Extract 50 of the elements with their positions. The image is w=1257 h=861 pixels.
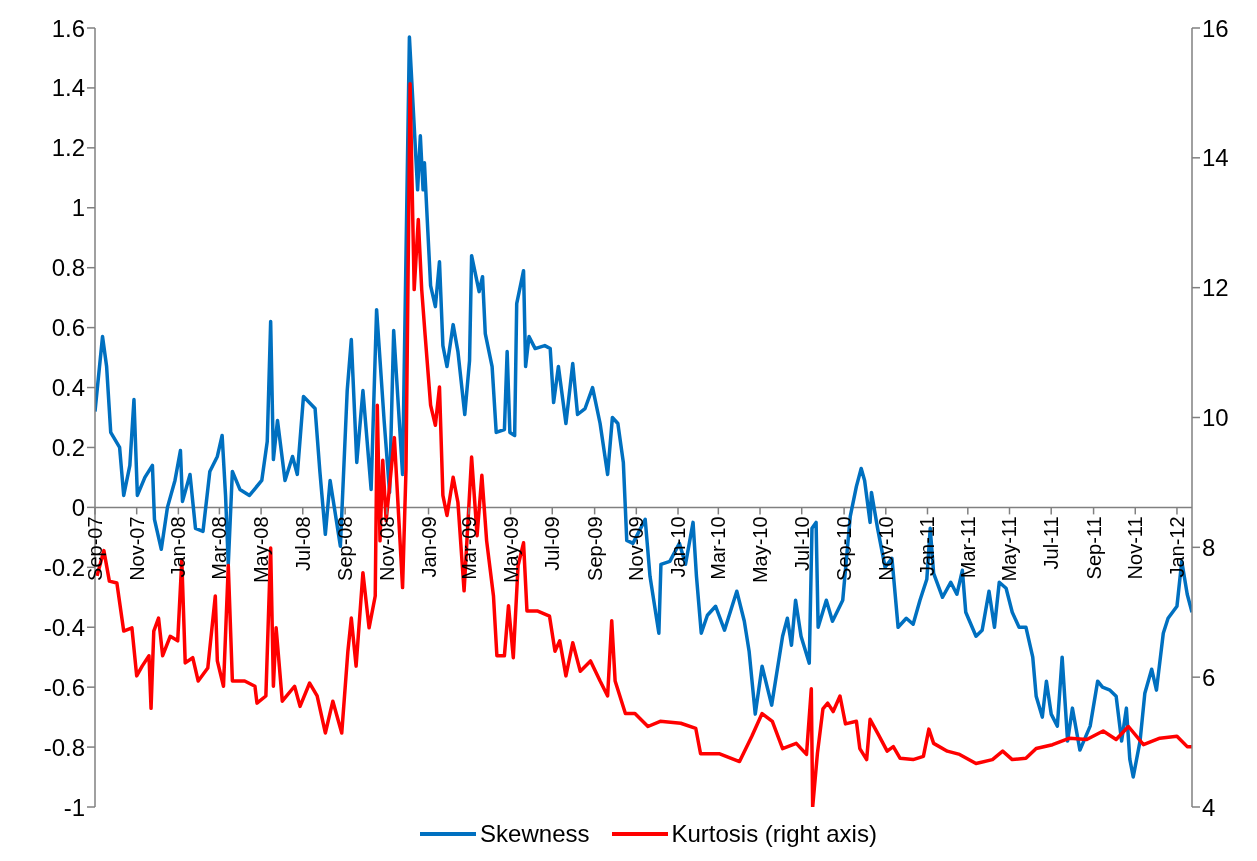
x-tick-label: Nov-09 [625,516,648,581]
x-tick-label: Sep-08 [334,516,357,581]
x-tick-label: May-08 [250,516,273,584]
x-tick-label: Jul-08 [291,516,314,571]
x-tick-label: Mar-10 [707,516,730,580]
x-tick-label: Nov-11 [1124,516,1147,580]
x-tick-label: Nov-07 [125,516,148,581]
x-tick-label: May-11 [998,516,1021,582]
y2-tick-label: 8 [1202,533,1216,561]
x-tick-label: Jan-08 [167,516,190,578]
x-tick-label: Nov-08 [375,516,398,581]
x-tick-label: Nov-10 [874,516,897,581]
y2-tick-label: 6 [1202,663,1216,691]
y-tick-label: 1.6 [51,14,85,42]
x-tick-label: Mar-09 [457,516,480,580]
x-tick-label: Sep-11 [1082,516,1105,580]
y-tick-label: 0.2 [51,433,85,461]
x-tick-label: Jul-11 [1040,516,1063,570]
y2-tick-label: 10 [1202,404,1229,432]
y-tick-label: -0.6 [43,673,85,701]
y-tick-label: -1 [63,793,85,821]
y2-tick-label: 4 [1202,793,1216,821]
x-tick-label: May-10 [749,516,772,584]
x-tick-label: Jul-09 [541,516,564,571]
y-tick-label: 0.6 [51,314,85,342]
x-tick-label: Sep-09 [583,516,606,581]
x-tick-label: Jan-12 [1165,516,1188,578]
x-tick-label: Jan-11 [916,516,939,577]
x-tick-label: Jan-09 [417,516,440,578]
x-tick-label: Sep-07 [84,516,106,581]
legend-label: Kurtosis (right axis) [671,820,877,848]
x-tick-label: Mar-08 [208,516,231,580]
legend-label: Skewness [480,820,590,848]
x-tick-label: Sep-10 [833,516,856,581]
y-tick-label: 0 [71,493,85,521]
x-tick-label: Jan-10 [667,516,690,578]
y-tick-label: -0.8 [43,733,85,761]
y2-tick-label: 12 [1202,274,1229,302]
x-tick-label: May-09 [499,516,522,584]
y-tick-label: 1.4 [51,74,85,102]
y-tick-label: -0.4 [43,613,85,641]
y-tick-label: 1 [71,194,85,222]
y2-tick-label: 16 [1202,14,1229,42]
x-tick-label: Jul-10 [790,516,813,571]
x-tick-label: Mar-11 [956,516,979,579]
y-tick-label: -0.2 [43,553,85,581]
y2-tick-label: 14 [1202,144,1229,172]
y-tick-label: 1.2 [51,134,85,162]
y-tick-label: 0.4 [51,374,85,402]
y-tick-label: 0.8 [51,254,85,282]
